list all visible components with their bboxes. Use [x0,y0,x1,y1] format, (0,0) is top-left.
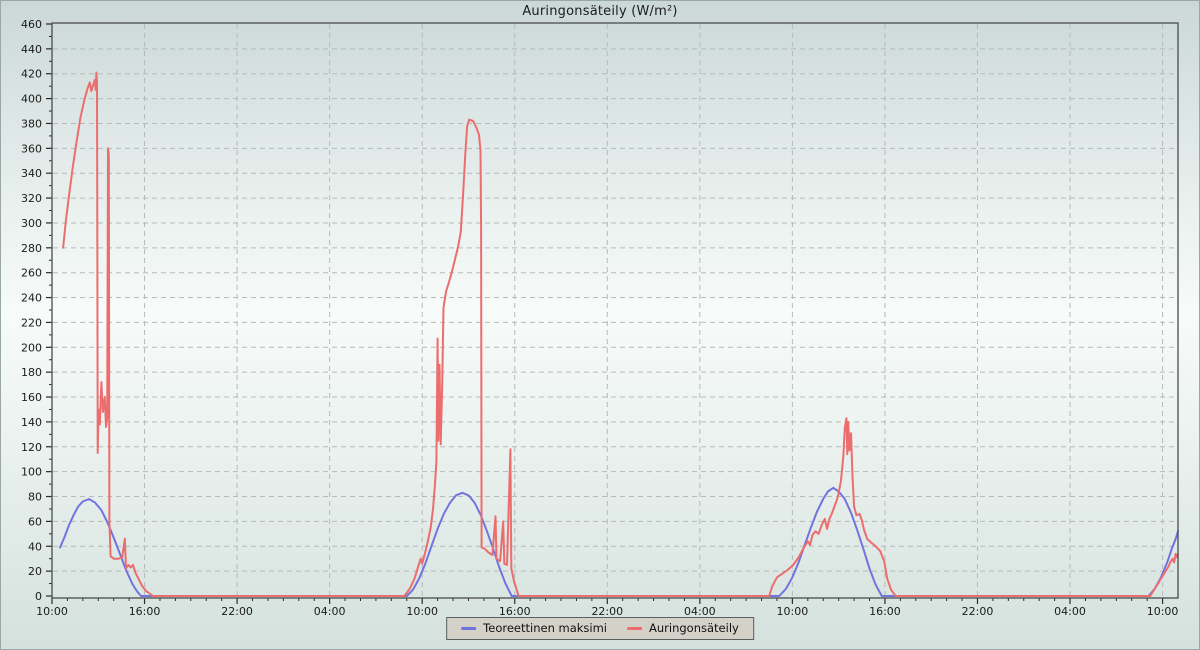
y-tick-label: 280 [21,242,42,255]
legend-label: Teoreettinen maksimi [483,621,608,635]
y-tick-label: 200 [21,341,42,354]
y-tick-label: 180 [21,366,42,379]
y-tick-label: 380 [21,117,42,130]
y-tick-label: 0 [35,590,42,603]
y-tick-label: 120 [21,441,42,454]
y-tick-label: 240 [21,292,42,305]
y-tick-label: 20 [28,565,42,578]
y-tick-label: 100 [21,466,42,479]
y-tick-label: 80 [28,491,42,504]
legend: Teoreettinen maksimi Auringonsäteily [446,617,754,640]
x-tick-label: 10:00 [1147,605,1179,618]
x-tick-label: 10:00 [777,605,809,618]
y-tick-label: 40 [28,540,42,553]
x-tick-label: 16:00 [129,605,161,618]
y-tick-label: 440 [21,43,42,56]
y-tick-label: 140 [21,416,42,429]
series-line-teoreettinen-maksimi [59,486,1179,597]
legend-label: Auringonsäteily [649,621,739,635]
x-tick-label: 16:00 [499,605,531,618]
plot-frame [51,22,1179,599]
y-tick-label: 260 [21,267,42,280]
legend-line-marker-blue [461,626,477,630]
y-tick-label: 60 [28,515,42,528]
y-tick-label: 320 [21,192,42,205]
legend-item-teoreettinen-maksimi: Teoreettinen maksimi [461,621,607,635]
x-tick-label: 04:00 [684,605,716,618]
y-tick-label: 360 [21,142,42,155]
y-tick-label: 340 [21,167,42,180]
legend-line-marker-red [627,626,643,630]
series-line-auringons-teily [62,71,1179,597]
y-tick-label: 460 [21,18,42,31]
x-tick-label: 22:00 [591,605,623,618]
y-tick-label: 420 [21,68,42,81]
x-tick-label: 22:00 [221,605,253,618]
x-tick-label: 16:00 [869,605,901,618]
chart-title: Auringonsäteily (W/m²) [522,4,678,19]
x-tick-label: 04:00 [314,605,346,618]
y-tick-label: 160 [21,391,42,404]
y-tick-label: 220 [21,316,42,329]
y-tick-label: 300 [21,217,42,230]
x-tick-label: 04:00 [1054,605,1086,618]
y-tick-label: 400 [21,93,42,106]
x-tick-label: 10:00 [406,605,438,618]
x-tick-label: 10:00 [36,605,68,618]
x-tick-label: 22:00 [962,605,994,618]
legend-item-auringonsateily: Auringonsäteily [627,621,739,635]
